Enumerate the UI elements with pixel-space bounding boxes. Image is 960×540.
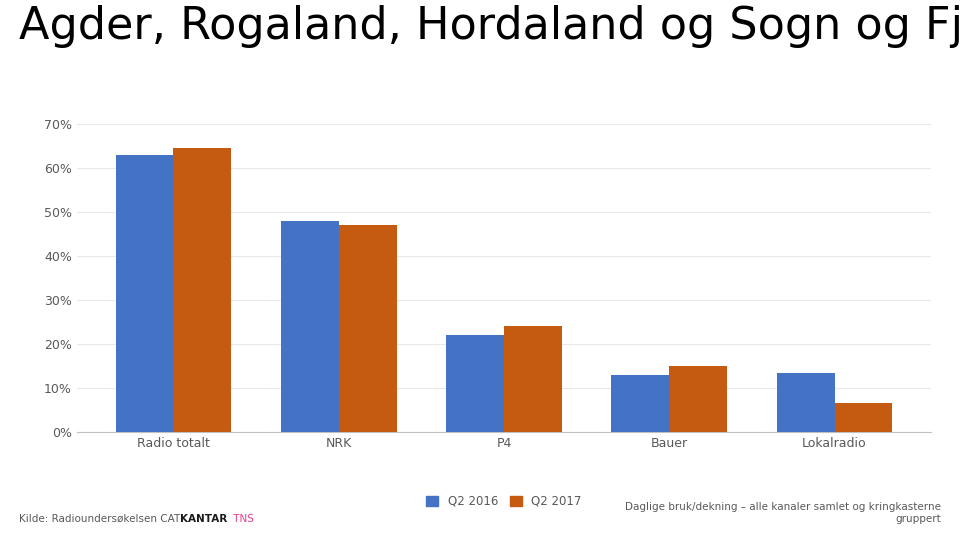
Text: Daglige bruk/dekning – alle kanaler samlet og kringkasterne
gruppert: Daglige bruk/dekning – alle kanaler saml… (625, 502, 941, 524)
Bar (174, 148, 231, 432)
Text: Kilde: Radioundersøkelsen CATI: Kilde: Radioundersøkelsen CATI (19, 514, 183, 524)
Bar (669, 366, 727, 432)
Bar (777, 373, 834, 432)
Text: TNS: TNS (230, 514, 254, 524)
Bar (834, 403, 893, 432)
Bar (612, 375, 669, 432)
Bar (339, 225, 396, 432)
Text: KANTAR: KANTAR (180, 514, 227, 524)
Bar (115, 155, 174, 432)
Bar (504, 327, 562, 432)
Text: Agder, Rogaland, Hordaland og Sogn og Fjordane: Agder, Rogaland, Hordaland og Sogn og Fj… (19, 5, 960, 49)
Bar (446, 335, 504, 432)
Legend: Q2 2016, Q2 2017: Q2 2016, Q2 2017 (421, 490, 587, 512)
Bar (281, 221, 339, 432)
